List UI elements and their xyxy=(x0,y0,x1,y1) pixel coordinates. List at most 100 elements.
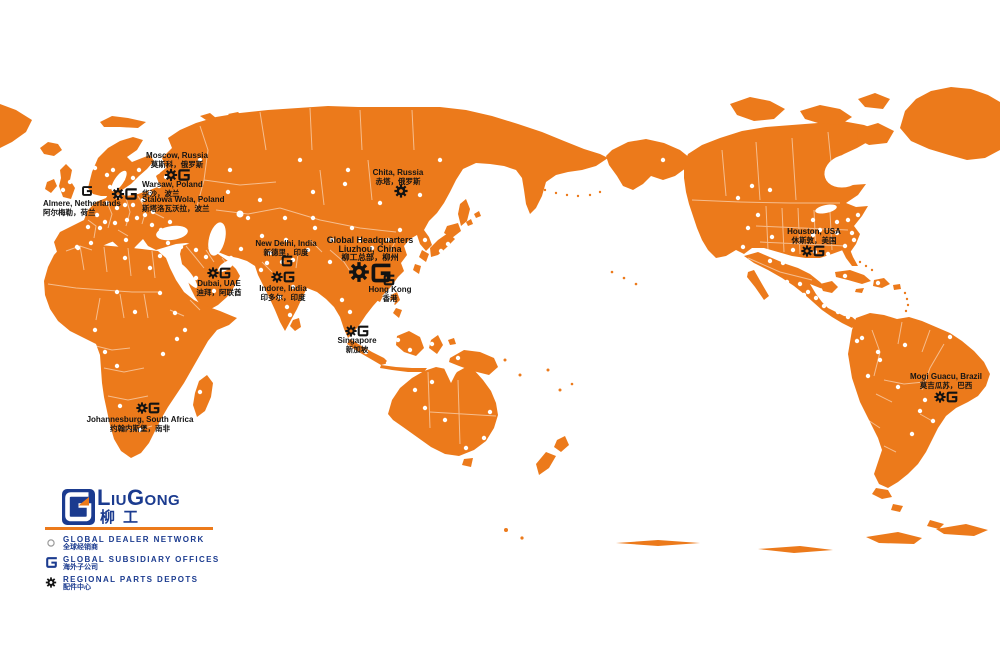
dealer-dot xyxy=(122,255,128,261)
landmass-alaska xyxy=(606,139,690,190)
dealer-dot xyxy=(849,230,855,236)
dealer-dot xyxy=(130,175,136,181)
dealer-dot xyxy=(85,224,91,230)
dealer-dot xyxy=(290,284,296,290)
landmass-greenland-west xyxy=(0,104,32,148)
black-sea xyxy=(156,225,188,241)
dealer-dot xyxy=(769,234,775,240)
dealer-dot xyxy=(429,379,435,385)
dealer-dot xyxy=(258,267,264,273)
landmass-greenland-east xyxy=(900,87,1000,160)
landmass-africa xyxy=(44,243,237,458)
dealer-dot xyxy=(339,297,345,303)
dealer-dot xyxy=(88,240,94,246)
dealer-dot xyxy=(147,265,153,271)
dealer-dot xyxy=(132,309,138,315)
dealer-dot xyxy=(930,418,936,424)
landmass-australia xyxy=(388,367,498,456)
dealer-dot xyxy=(369,245,375,251)
dealer-dot xyxy=(74,244,80,250)
dealer-dot xyxy=(228,255,234,261)
dealer-dot xyxy=(104,200,110,206)
brand-divider xyxy=(45,527,213,530)
dealer-dot xyxy=(845,217,851,223)
dealer-dot xyxy=(193,247,199,253)
landmass-iceland xyxy=(40,142,62,156)
landmass-new-guinea xyxy=(449,350,498,375)
dealer-dot xyxy=(813,295,819,301)
dealer-dot xyxy=(377,200,383,206)
dealer-dot xyxy=(947,334,953,340)
dealer-dot xyxy=(257,197,263,203)
dealer-dot xyxy=(845,314,851,320)
dealer-dot-icon xyxy=(47,539,55,547)
baltic-sea xyxy=(111,170,127,192)
dealer-dot xyxy=(780,260,786,266)
dealer-dot xyxy=(102,349,108,355)
hudson-bay xyxy=(824,154,866,188)
dealer-dot xyxy=(174,336,180,342)
dealer-dot xyxy=(238,246,244,252)
dealer-dot xyxy=(817,227,823,233)
dealer-dot xyxy=(834,219,840,225)
dealer-dot xyxy=(117,403,123,409)
dealer-dot xyxy=(853,247,859,253)
dealer-dot xyxy=(784,279,790,285)
dealer-dot xyxy=(149,222,155,228)
dealer-dot xyxy=(124,217,130,223)
dealer-dot xyxy=(114,205,120,211)
dealer-dot xyxy=(225,189,231,195)
brand-wordmark-cn: 柳工 xyxy=(100,509,147,526)
dealer-dot xyxy=(909,431,915,437)
landmass-madagascar xyxy=(193,375,213,417)
dealer-dot xyxy=(197,389,203,395)
dealer-dot xyxy=(155,169,161,175)
dealer-dot xyxy=(67,179,73,185)
dealer-dot xyxy=(197,157,203,163)
dealer-dot xyxy=(130,202,136,208)
dealer-dot xyxy=(917,408,923,414)
dealer-dot xyxy=(877,357,883,363)
dealer-dot xyxy=(549,445,555,451)
dealer-dot xyxy=(227,167,233,173)
dealer-dot xyxy=(182,327,188,333)
dealer-dot xyxy=(137,427,143,433)
dealer-dot xyxy=(835,309,841,315)
dealer-dot xyxy=(395,337,401,343)
dealer-dot xyxy=(429,341,435,347)
dealer-dot xyxy=(264,260,270,266)
dealer-dot xyxy=(165,240,171,246)
dealer-dot xyxy=(267,250,273,256)
dealer-dot xyxy=(774,279,780,285)
dealer-dot xyxy=(193,275,199,281)
dealer-dot xyxy=(755,212,761,218)
legend-item-subsidiary-offices: GLOBAL SUBSIDIARY OFFICES 海外子公司 xyxy=(44,555,220,572)
dealer-dot xyxy=(107,184,113,190)
dealer-dot xyxy=(902,342,908,348)
legend-label: GLOBAL DEALER NETWORK xyxy=(63,535,205,544)
dealer-dot xyxy=(385,237,391,243)
dealer-dot xyxy=(156,183,162,189)
dealer-dot xyxy=(660,157,666,163)
dealer-dot xyxy=(437,157,443,163)
dealer-dot xyxy=(160,351,166,357)
dealer-dot xyxy=(842,273,848,279)
dealer-dot xyxy=(178,244,184,250)
dealer-dot xyxy=(110,167,116,173)
landmass-mexico-central-america xyxy=(744,252,858,328)
legend-label-cn: 海外子公司 xyxy=(63,564,98,571)
dealer-dot xyxy=(821,303,827,309)
dealer-dot xyxy=(854,338,860,344)
dealer-dot xyxy=(407,347,413,353)
dealer-dot xyxy=(203,254,209,260)
aral-sea xyxy=(236,210,244,218)
dealer-dot xyxy=(438,248,444,254)
dealer-dot xyxy=(875,280,881,286)
dealer-dot xyxy=(397,227,403,233)
dealer-dot xyxy=(120,176,126,182)
dealer-dot xyxy=(481,435,487,441)
dealer-dot xyxy=(284,304,290,310)
dealer-dot xyxy=(310,215,316,221)
brand-wordmark: LiuGong xyxy=(97,485,181,510)
